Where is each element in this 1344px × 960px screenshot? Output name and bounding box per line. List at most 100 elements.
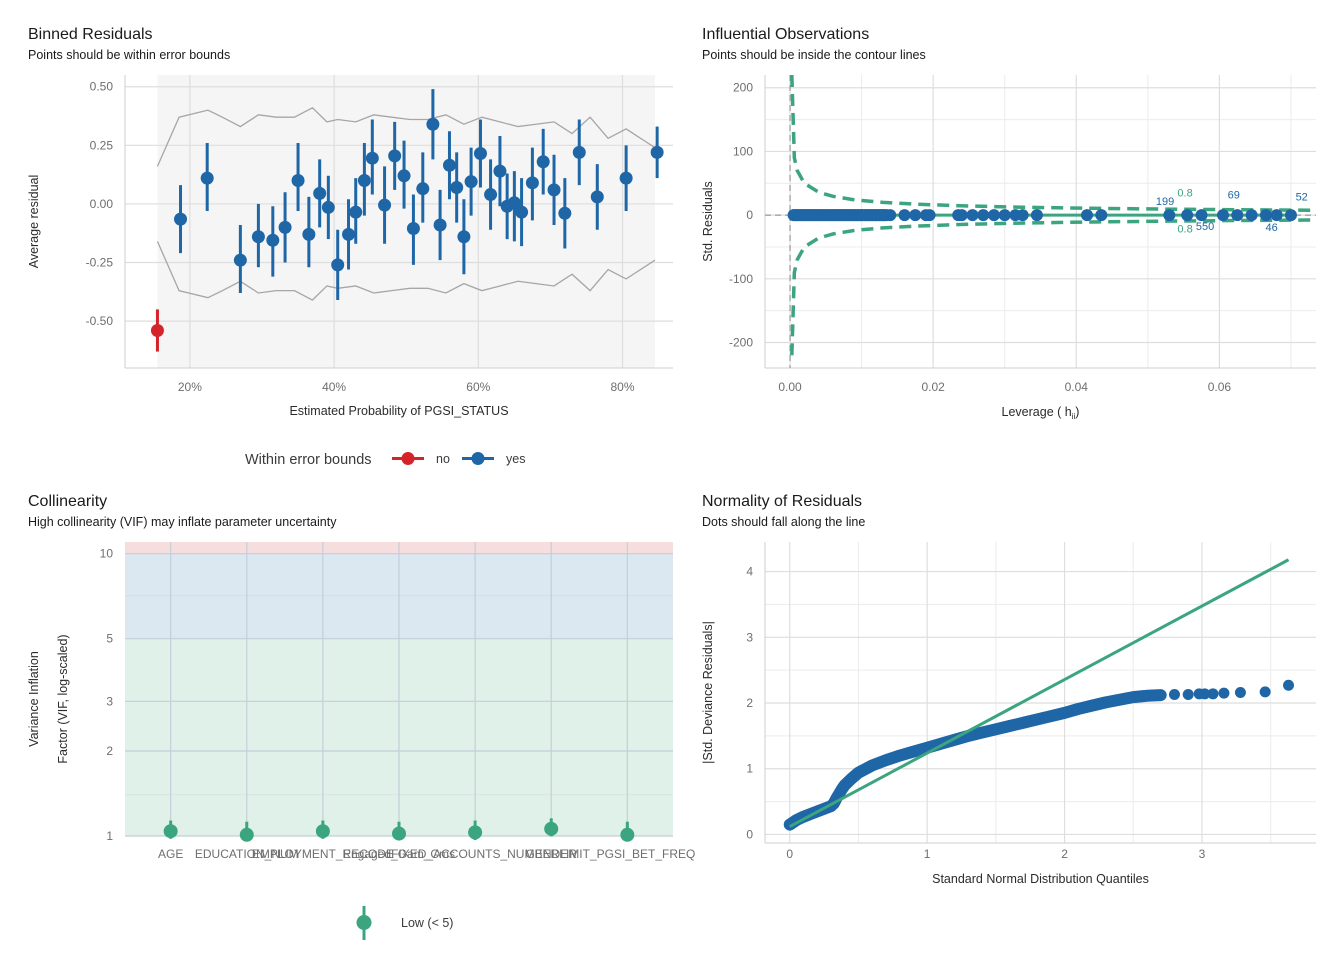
legend-key-point xyxy=(401,452,415,465)
panel-title: Collinearity xyxy=(28,493,107,510)
vif-point xyxy=(163,824,178,839)
x-tick-label: Engaged_Gam_Cms xyxy=(343,847,455,861)
y-tick-label: 100 xyxy=(733,144,753,158)
legend: Within error bounds no yes xyxy=(245,452,525,468)
x-tick-label: 20% xyxy=(178,380,202,394)
observation-point xyxy=(1231,209,1244,222)
residual-point xyxy=(515,205,529,219)
residual-point xyxy=(416,182,430,196)
residual-point xyxy=(1259,686,1271,698)
residual-point xyxy=(493,164,507,178)
panel-title: Normality of Residuals xyxy=(702,493,862,510)
point-label: 199 xyxy=(1156,196,1174,208)
x-axis-label: Standard Normal Distribution Quantiles xyxy=(932,872,1149,886)
panel-subtitle: Dots should fall along the line xyxy=(702,515,865,529)
x-tick-label: 2 xyxy=(1061,847,1068,861)
residual-point xyxy=(397,169,411,183)
upper-contour-line xyxy=(790,74,1313,212)
x-tick-label: LIMIT_PGSI_BET_FREQ xyxy=(559,847,695,861)
residual-point xyxy=(313,186,327,200)
observation-point xyxy=(1195,209,1208,222)
observation-point xyxy=(923,209,936,222)
residual-point xyxy=(200,171,214,185)
legend-key-point xyxy=(356,915,372,930)
observation-point xyxy=(987,209,1000,222)
x-tick-label: AGE xyxy=(158,847,183,861)
x-tick-label: 0.02 xyxy=(921,380,945,394)
residual-point xyxy=(291,173,305,187)
x-tick-label: 0 xyxy=(786,847,793,861)
residual-point xyxy=(536,155,550,169)
x-axis-label-main: Leverage ( xyxy=(1002,405,1065,419)
observation-point xyxy=(1216,209,1229,222)
y-axis-label-line2: Factor (VIF, log-scaled) xyxy=(56,634,70,763)
point-label: 46 xyxy=(1266,222,1278,234)
vif-point xyxy=(544,821,559,836)
residual-point xyxy=(266,233,280,247)
observation-point xyxy=(966,209,979,222)
y-tick-label: 1 xyxy=(106,829,113,843)
y-tick-label: 1 xyxy=(746,762,753,776)
observation-point xyxy=(998,209,1011,222)
residual-point xyxy=(457,230,471,244)
observation-point xyxy=(1245,209,1258,222)
residual-point xyxy=(378,198,392,212)
y-tick-label: 2 xyxy=(106,744,113,758)
residual-point xyxy=(484,188,498,202)
residual-point xyxy=(278,220,292,234)
residual-point xyxy=(302,227,316,241)
residual-point xyxy=(321,200,335,214)
y-axis-label: Std. Residuals xyxy=(701,181,715,262)
y-tick-label: -0.25 xyxy=(86,256,114,270)
residual-point xyxy=(1218,687,1230,699)
y-tick-label: 0 xyxy=(746,827,753,841)
vif-point xyxy=(392,826,406,841)
residual-point xyxy=(331,258,345,272)
residual-point xyxy=(450,181,464,195)
residual-point xyxy=(174,212,188,226)
lower-contour-line xyxy=(790,218,1313,356)
vif-point xyxy=(239,827,254,842)
legend-label: no xyxy=(436,452,450,466)
residual-point xyxy=(433,218,447,232)
observation-point xyxy=(977,209,990,222)
observation-point xyxy=(1181,209,1194,222)
legend-key-point xyxy=(471,452,485,465)
residual-point xyxy=(619,171,633,185)
x-tick-label: EDUCATION_NUM xyxy=(195,847,299,861)
residual-point xyxy=(342,227,356,241)
y-tick-label: 0 xyxy=(746,208,753,222)
panel-subtitle: Points should be within error bounds xyxy=(28,48,230,62)
y-tick-label: 200 xyxy=(733,81,753,95)
residual-point xyxy=(233,253,247,267)
panel-title: Binned Residuals xyxy=(28,26,153,43)
y-tick-label: 3 xyxy=(746,630,753,644)
residual-point xyxy=(558,206,572,220)
x-axis-label-h: h xyxy=(1065,405,1072,419)
observation-point xyxy=(898,209,911,222)
legend-title: Within error bounds xyxy=(245,452,372,468)
x-tick-label: GENDER xyxy=(526,847,578,861)
lower-bound-line xyxy=(156,241,656,301)
y-axis-label: |Std. Deviance Residuals| xyxy=(701,621,715,764)
residual-point xyxy=(547,183,561,197)
point-label: 0.8 xyxy=(1177,223,1192,235)
bound-region xyxy=(157,75,655,368)
x-tick-label: 0.04 xyxy=(1065,380,1089,394)
vif-point xyxy=(468,825,483,840)
observation-point xyxy=(884,209,897,222)
panel-subtitle: Points should be inside the contour line… xyxy=(702,48,926,62)
observation-point xyxy=(1163,209,1176,222)
legend: Low (< 5) xyxy=(356,906,453,940)
residual-point xyxy=(406,222,420,236)
x-tick-label: FIXED_ACCOUNTS_NUMBER xyxy=(391,847,559,861)
y-tick-label: 4 xyxy=(746,565,753,579)
residual-point xyxy=(1207,688,1219,700)
residual-point xyxy=(1168,688,1180,700)
panel-subtitle: High collinearity (VIF) may inflate para… xyxy=(28,515,337,529)
observation-point xyxy=(1016,209,1029,222)
residual-point xyxy=(464,175,478,189)
x-tick-label: EMPLOYMENT_RECODE xyxy=(252,847,394,861)
residual-point xyxy=(1234,687,1246,698)
